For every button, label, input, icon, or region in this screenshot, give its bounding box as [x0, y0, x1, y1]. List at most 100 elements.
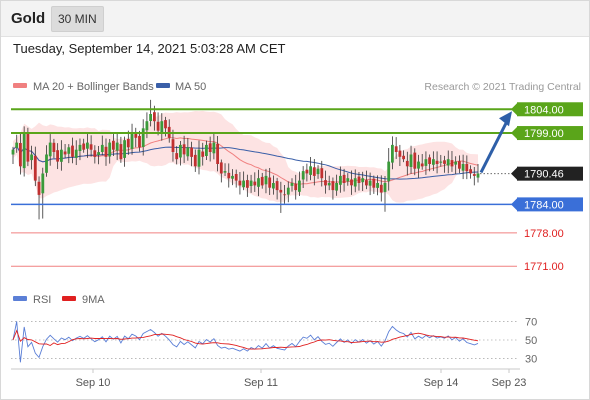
candle	[309, 156, 312, 181]
candle	[283, 184, 286, 204]
candle-body	[312, 167, 316, 176]
candle-body	[446, 159, 450, 166]
candle-body	[71, 145, 74, 157]
candle	[298, 171, 301, 197]
ma50-line	[12, 145, 479, 180]
candle	[476, 163, 480, 183]
candle-body	[33, 155, 37, 181]
legend-ma20-swatch	[13, 83, 27, 88]
candle-body	[41, 173, 45, 194]
candle	[30, 145, 33, 170]
x-axis: Sep 10 Sep 11 Sep 14 Sep 23	[76, 369, 526, 389]
candle	[22, 126, 26, 177]
candle-body	[275, 181, 279, 191]
x-tick-label: Sep 11	[244, 377, 278, 389]
candle	[130, 123, 134, 155]
candle-body	[283, 194, 286, 196]
candle	[305, 163, 309, 182]
candle-body	[19, 143, 22, 167]
candle	[26, 127, 30, 167]
candle	[160, 113, 164, 141]
candle	[428, 154, 431, 172]
candle-body	[145, 121, 149, 131]
candle	[335, 174, 338, 196]
candle	[193, 149, 197, 172]
resistance-label: 1799.00	[524, 128, 564, 140]
candle	[316, 165, 320, 179]
legend-9ma-swatch	[62, 296, 76, 301]
candle	[458, 155, 461, 174]
candle-body	[379, 184, 383, 193]
candle	[391, 136, 394, 170]
candle-body	[376, 183, 379, 188]
candle-body	[383, 183, 387, 192]
current-price-pointer	[511, 167, 517, 180]
rsi-9ma-line	[12, 329, 479, 350]
ma20-line	[12, 137, 479, 185]
target-label: 1778.00	[524, 228, 564, 240]
candle	[100, 135, 104, 156]
candle	[45, 145, 48, 177]
candle-body	[461, 164, 465, 171]
candle-body	[443, 160, 446, 164]
legend-9ma-label: 9MA	[82, 294, 105, 306]
candle-body	[45, 154, 48, 173]
resistance-tag	[517, 126, 583, 141]
candle	[112, 133, 115, 156]
candle	[350, 170, 353, 195]
candle-body	[78, 144, 82, 151]
candle	[472, 166, 476, 186]
candle	[149, 99, 152, 127]
candle-body	[432, 159, 435, 165]
candle	[71, 137, 74, 164]
candle	[60, 140, 63, 171]
candle-body	[260, 176, 264, 186]
candle	[82, 138, 86, 153]
timeframe-button[interactable]: 30 MIN	[51, 6, 104, 32]
candle-body	[52, 142, 56, 152]
candle	[97, 145, 100, 165]
candle	[182, 135, 186, 163]
candle-body	[130, 133, 134, 149]
legend-ma50-label: MA 50	[175, 81, 206, 93]
candle	[446, 150, 450, 174]
candle-body	[394, 146, 398, 152]
candle	[231, 169, 234, 186]
candle	[286, 181, 290, 203]
candle-body	[398, 150, 402, 157]
candle-body	[190, 147, 193, 157]
candle-body	[160, 121, 164, 133]
candle-body	[279, 189, 283, 193]
candle	[93, 145, 97, 164]
candle-body	[353, 178, 357, 187]
candle	[324, 170, 327, 194]
resistance-pointer	[511, 103, 517, 116]
candle	[272, 175, 275, 195]
candle	[216, 136, 219, 172]
candle	[268, 168, 272, 196]
candle-body	[320, 168, 324, 179]
candle-body	[413, 152, 417, 169]
candle-body	[257, 178, 260, 187]
candle-body	[405, 160, 409, 167]
candle-body	[15, 142, 19, 148]
candle	[201, 142, 205, 166]
candle	[186, 138, 190, 161]
candle	[409, 145, 413, 174]
candle-body	[171, 139, 175, 152]
candle	[246, 174, 249, 197]
candle	[171, 129, 175, 162]
candle-body	[115, 142, 119, 151]
candle	[357, 171, 361, 191]
candle	[465, 155, 469, 180]
resistance-pointer	[511, 127, 517, 140]
current-price-tag	[517, 166, 583, 181]
candle-body	[156, 121, 160, 131]
candle-body	[327, 183, 331, 186]
rsi-panel: 70 50 30	[11, 316, 537, 366]
x-tick-label: Sep 14	[424, 377, 459, 389]
ma50-polyline	[12, 145, 479, 180]
candle-body	[63, 151, 67, 155]
candle	[353, 169, 357, 193]
candle	[126, 130, 130, 155]
